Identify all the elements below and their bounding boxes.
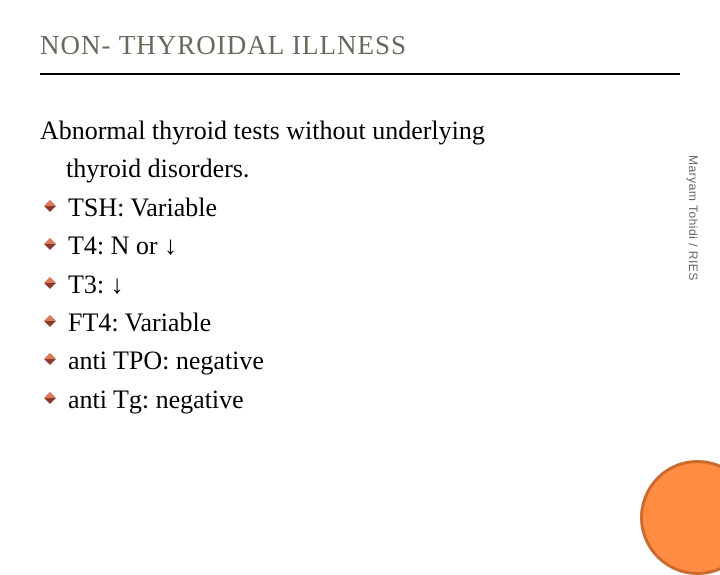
diamond-bullet-icon xyxy=(44,200,56,212)
diamond-bullet-icon xyxy=(44,277,56,289)
diamond-bullet-icon xyxy=(44,238,56,250)
list-item-label: T4: N or ↓ xyxy=(68,231,177,260)
list-item-label: T3: ↓ xyxy=(68,270,124,299)
list-item: TSH: Variable xyxy=(44,190,680,226)
list-item-label: anti TPO: negative xyxy=(68,346,264,375)
title-underline xyxy=(40,73,680,75)
diamond-bullet-icon xyxy=(44,353,56,365)
intro-line-2: thyroid disorders. xyxy=(40,151,680,187)
list-item: T4: N or ↓ xyxy=(44,228,680,264)
intro-line-1: Abnormal thyroid tests without underlyin… xyxy=(40,113,680,149)
list-item-label: FT4: Variable xyxy=(68,308,211,337)
decorative-circle xyxy=(640,460,720,575)
author-credit: Maryam Tohidi / RIES xyxy=(686,155,700,281)
diamond-bullet-icon xyxy=(44,392,56,404)
content-block: Abnormal thyroid tests without underlyin… xyxy=(40,113,680,418)
page-title: NON- THYROIDAL ILLNESS xyxy=(40,30,680,61)
list-item-label: anti Tg: negative xyxy=(68,385,244,414)
list-item: FT4: Variable xyxy=(44,305,680,341)
list-item: anti TPO: negative xyxy=(44,343,680,379)
list-item-label: TSH: Variable xyxy=(68,193,217,222)
diamond-bullet-icon xyxy=(44,315,56,327)
list-item: T3: ↓ xyxy=(44,267,680,303)
bullet-list: TSH: Variable T4: N or ↓ T3: ↓ xyxy=(40,190,680,418)
list-item: anti Tg: negative xyxy=(44,382,680,418)
slide: NON- THYROIDAL ILLNESS Abnormal thyroid … xyxy=(0,0,720,540)
